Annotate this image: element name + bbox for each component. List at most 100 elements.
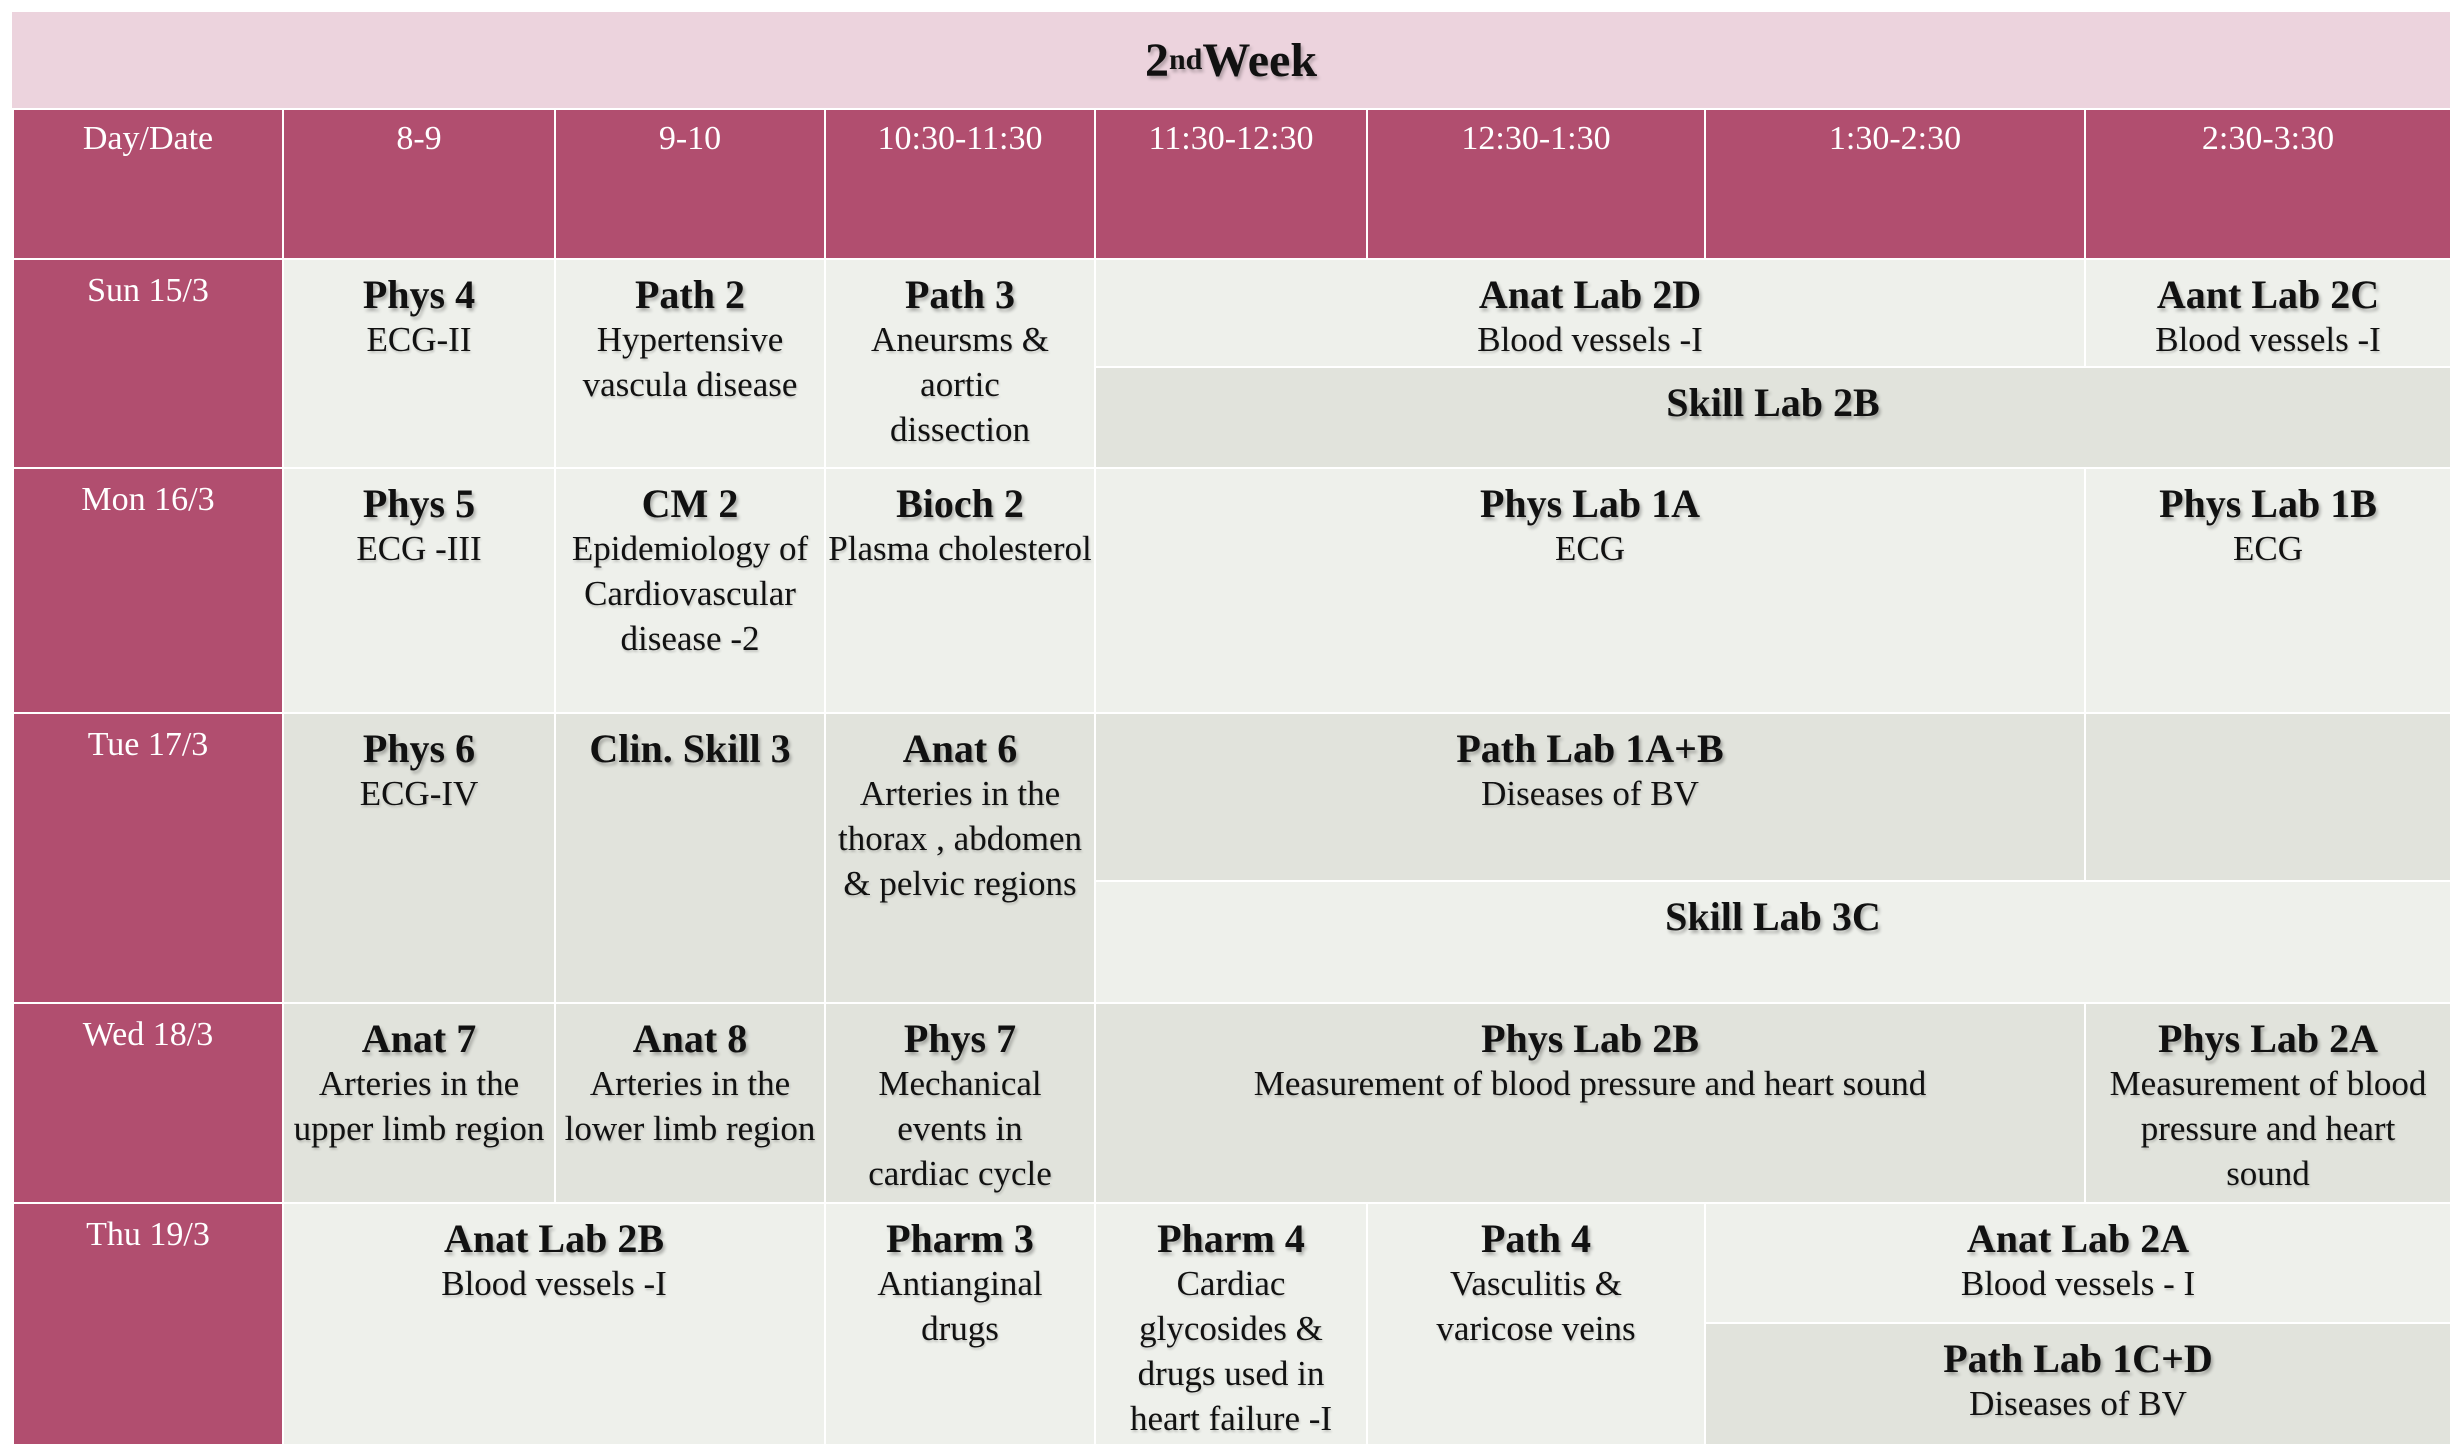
session-topic: ECG [1555,529,1625,568]
session-cell: Path 4 Vasculitis & varicose veins [1366,1202,1706,1446]
session-cell: Phys Lab 2B Measurement of blood pressur… [1094,1002,2086,1204]
day-label: Sun 15/3 [12,258,284,469]
session-cell: Pharm 4 Cardiac glycosides & drugs used … [1094,1202,1368,1446]
day-row-sun: Sun 15/3 Phys 4 ECG-II Path 2 Hypertensi… [12,258,2452,469]
session-topic: Arteries in the upper limb region [293,1064,545,1148]
session-title: Bioch 2 [896,481,1024,526]
session-cell: Pharm 3 Antianginal drugs [824,1202,1096,1446]
header-slot: 12:30-1:30 [1366,108,1706,260]
session-topic: Blood vessels - I [1960,1264,2196,1303]
session-cell: Anat Lab 2A Blood vessels - I [1704,1202,2452,1324]
session-topic: Epidemiology of Cardiovascular disease -… [571,529,809,658]
session-topic: Measurement of blood pressure and heart … [1253,1064,1927,1103]
session-topic: Aneursms & aortic dissection [871,320,1049,449]
session-topic: ECG-II [366,320,472,359]
session-topic: Arteries in the lower limb region [564,1064,816,1148]
session-cell: Phys 4 ECG-II [282,258,556,469]
day-row-thu: Thu 19/3 Anat Lab 2B Blood vessels -I Ph… [12,1202,2452,1446]
session-title: Phys Lab 2A [2157,1016,2379,1061]
session-cell: Phys 7 Mechanical events in cardiac cycl… [824,1002,1096,1204]
session-title: Clin. Skill 3 [589,726,791,771]
header-slot: 11:30-12:30 [1094,108,1368,260]
session-title: Path Lab 1A+B [1456,726,1724,771]
session-title: Phys Lab 1B [2159,481,2377,526]
session-topic: ECG [2233,529,2303,568]
session-cell: Path Lab 1C+D Diseases of BV [1704,1322,2452,1446]
session-topic: Cardiac glycosides & drugs used in heart… [1129,1264,1333,1438]
day-label: Mon 16/3 [12,467,284,714]
session-title: Anat 6 [902,726,1018,771]
session-title: Phys Lab 1A [1479,481,1701,526]
session-cell: CM 2 Epidemiology of Cardiovascular dise… [554,467,826,714]
session-title: Anat 8 [632,1016,748,1061]
session-title: Pharm 3 [886,1216,1034,1261]
day-label: Tue 17/3 [12,712,284,1004]
session-topic: Blood vessels -I [1477,320,1703,359]
session-cell: Anat Lab 2B Blood vessels -I [282,1202,826,1446]
session-title: Phys Lab 2B [1481,1016,1699,1061]
session-topic: ECG-IV [359,774,479,813]
day-row-wed: Wed 18/3 Anat 7 Arteries in the upper li… [12,1002,2452,1204]
session-title: Aant Lab 2C [2156,272,2380,317]
title-word: Week [1202,33,1318,87]
session-title: Skill Lab 3C [1665,894,1881,939]
session-topic: Vasculitis & varicose veins [1436,1264,1636,1348]
session-title: Phys 5 [362,481,476,526]
session-cell: Clin. Skill 3 [554,712,826,1004]
session-title: Skill Lab 2B [1666,380,1880,425]
header-slot: 1:30-2:30 [1704,108,2086,260]
session-topic: ECG -III [356,529,482,568]
session-cell: Anat Lab 2D Blood vessels -I [1094,258,2086,368]
session-title: Phys 4 [362,272,476,317]
session-topic: Diseases of BV [1969,1384,2187,1423]
day-row-mon: Mon 16/3 Phys 5 ECG -III CM 2 Epidemiolo… [12,467,2452,714]
session-title: Path 2 [635,272,745,317]
session-title: Anat 7 [361,1016,477,1061]
session-cell: Path 3 Aneursms & aortic dissection [824,258,1096,469]
session-title: Path 3 [905,272,1015,317]
session-title: Anat Lab 2B [443,1216,665,1261]
session-cell: Anat 8 Arteries in the lower limb region [554,1002,826,1204]
session-title: CM 2 [641,481,739,526]
day-row-sun-lower: Skill Lab 2B [13,366,2452,469]
session-topic: Blood vessels -I [2155,320,2381,359]
empty-cell [2084,712,2452,882]
day-row-tue-lower: Skill Lab 3C [13,880,2452,1004]
day-label: Thu 19/3 [12,1202,284,1446]
session-title: Anat Lab 2A [1966,1216,2190,1261]
schedule-table: Day/Date 8-9 9-10 10:30-11:30 11:30-12:3… [12,108,2452,1446]
session-topic: Hypertensive vascula disease [582,320,798,404]
session-topic: Measurement of blood pressure and heart … [2109,1064,2427,1193]
session-topic: Mechanical events in cardiac cycle [868,1064,1052,1193]
session-cell: Bioch 2 Plasma cholesterol [824,467,1096,714]
session-topic: Plasma cholesterol [828,529,1092,568]
session-cell: Anat 6 Arteries in the thorax , abdomen … [824,712,1096,1004]
session-cell: Phys Lab 1A ECG [1094,467,2086,714]
session-topic: Arteries in the thorax , abdomen & pelvi… [838,774,1082,903]
session-cell: Skill Lab 2B [1094,366,2452,469]
session-topic: Blood vessels -I [441,1264,667,1303]
header-day-date: Day/Date [12,108,284,260]
day-label: Wed 18/3 [12,1002,284,1204]
day-row-tue: Tue 17/3 Phys 6 ECG-IV Clin. Skill 3 Ana… [12,712,2452,1004]
session-cell: Aant Lab 2C Blood vessels -I [2084,258,2452,368]
session-cell: Skill Lab 3C [1094,880,2452,1004]
session-cell: Phys 5 ECG -III [282,467,556,714]
header-slot: 10:30-11:30 [824,108,1096,260]
session-title: Phys 6 [362,726,476,771]
session-cell: Phys 6 ECG-IV [282,712,556,1004]
header-row: Day/Date 8-9 9-10 10:30-11:30 11:30-12:3… [12,108,2452,260]
header-slot: 9-10 [554,108,826,260]
session-cell: Anat 7 Arteries in the upper limb region [282,1002,556,1204]
title-number: 2 [1144,33,1169,87]
session-title: Path 4 [1481,1216,1591,1261]
header-slot: 2:30-3:30 [2084,108,2452,260]
session-title: Pharm 4 [1157,1216,1305,1261]
session-title: Path Lab 1C+D [1943,1336,2213,1381]
session-cell: Phys Lab 1B ECG [2084,467,2452,714]
session-title: Anat Lab 2D [1478,272,1702,317]
session-cell: Path Lab 1A+B Diseases of BV [1094,712,2086,882]
session-topic: Antianginal drugs [877,1264,1043,1348]
header-slot: 8-9 [282,108,556,260]
